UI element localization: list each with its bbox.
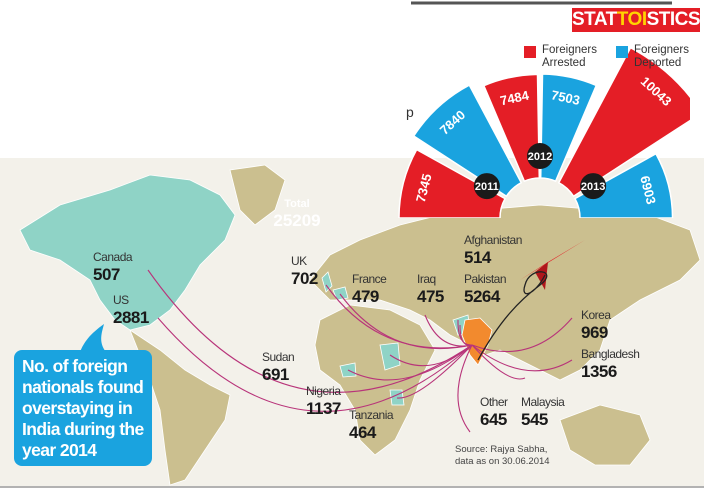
arc-tanzania	[396, 344, 473, 399]
arc-us	[157, 317, 473, 412]
country-name: Canada	[93, 250, 133, 264]
total-value: 25209	[273, 211, 321, 230]
bar-2012-deported	[539, 73, 598, 183]
legend-label-deported: Foreigners Deported	[634, 44, 689, 69]
cropped-text: p	[406, 104, 414, 120]
country-value: 5264	[464, 287, 500, 306]
country-label-bangladesh: Bangladesh 1356	[581, 347, 640, 381]
country-name: Bangladesh	[581, 347, 640, 361]
arc-pakistan	[459, 324, 473, 346]
country-label-canada: Canada 507	[93, 250, 133, 284]
country-value: 545	[521, 410, 548, 429]
arc-iraq	[424, 314, 473, 347]
country-label-pakistan: Pakistan 5264	[464, 272, 507, 306]
uk-shape	[321, 271, 333, 293]
statoistics-logo: STATTOISTICS	[572, 8, 701, 32]
country-value: 514	[464, 248, 491, 267]
bar-value-label: 7345	[413, 172, 435, 204]
country-name: UK	[291, 254, 307, 268]
country-label-iraq: Iraq 475	[417, 273, 444, 305]
arc-other	[457, 344, 473, 433]
country-value: 645	[480, 410, 507, 429]
year-label: 2011	[475, 181, 499, 193]
year-badge	[527, 143, 553, 169]
year-label: 2012	[528, 151, 552, 163]
north-america	[19, 174, 236, 331]
year-badge	[473, 173, 500, 200]
country-name: Afghanistan	[464, 233, 522, 247]
country-label-sudan: Sudan 691	[262, 350, 295, 384]
source-note: Source: Rajya Sabha, data as on 30.06.20…	[455, 444, 550, 468]
callout-pointer	[80, 324, 106, 352]
country-label-tanzania: Tanzania 464	[349, 408, 394, 442]
country-name: Iraq	[417, 272, 436, 286]
bar-value-label: 7484	[499, 87, 531, 108]
bar-value-label: 6903	[637, 174, 659, 206]
arc-malaysia	[471, 344, 526, 380]
country-value: 691	[262, 365, 289, 384]
total-label: Total	[284, 198, 310, 210]
year-badge	[580, 173, 607, 200]
arc-bangladesh	[471, 344, 573, 372]
country-value: 702	[291, 269, 318, 288]
country-value: 2881	[113, 308, 149, 327]
bar-value-label: 7503	[550, 87, 581, 108]
country-name: Sudan	[262, 350, 295, 364]
country-name: France	[352, 272, 387, 286]
country-label-afghanistan: Afghanistan 514	[464, 234, 522, 266]
country-value: 475	[417, 287, 444, 306]
source-line-2: data as on 30.06.2014	[455, 456, 550, 467]
country-name: Other	[480, 395, 508, 409]
legend-label-arrested: Foreigners Arrested	[542, 44, 597, 69]
country-name: US	[113, 293, 129, 307]
country-label-other: Other 645	[480, 396, 508, 428]
country-value: 1137	[306, 399, 341, 418]
arc-nigeria	[347, 344, 473, 381]
country-name: Pakistan	[464, 272, 507, 286]
country-label-malaysia: Malaysia 545	[521, 395, 565, 429]
country-name: Korea	[581, 308, 611, 322]
legend-swatch-deported	[616, 46, 628, 58]
bar-2012-arrested	[482, 73, 541, 183]
country-label-us: US 2881	[113, 294, 149, 326]
total-badge: Total 25209	[268, 190, 326, 240]
callout-text: No. of foreign nationals found overstayi…	[22, 356, 144, 460]
country-label-nigeria: Nigeria 1137	[306, 385, 341, 417]
greenland	[229, 164, 286, 226]
arc-uk	[325, 284, 473, 349]
country-value: 1356	[581, 362, 617, 381]
country-value: 479	[352, 287, 379, 306]
australia	[559, 404, 651, 466]
bar-2013-arrested	[557, 46, 690, 198]
country-value: 507	[93, 265, 120, 284]
country-name: Malaysia	[521, 395, 565, 409]
country-value: 464	[349, 423, 376, 442]
country-label-france: France 479	[352, 272, 387, 306]
bar-2011-arrested	[398, 148, 507, 218]
sudan-shape	[379, 342, 401, 371]
country-value: 969	[581, 323, 608, 342]
paper-plane-icon	[477, 240, 585, 361]
bar-2011-deported	[412, 84, 523, 198]
arc-france	[339, 293, 473, 350]
callout-box: No. of foreign nationals found overstayi…	[14, 324, 152, 466]
bar-2013-deported	[573, 152, 674, 218]
country-label-korea: Korea 969	[581, 309, 611, 341]
country-name: Tanzania	[349, 408, 394, 422]
country-name: Nigeria	[306, 384, 341, 398]
india-shape	[461, 317, 493, 366]
year-label: 2013	[581, 181, 605, 193]
arc-canada	[147, 269, 473, 393]
source-line-1: Source: Rajya Sabha,	[455, 444, 548, 455]
africa	[314, 304, 436, 456]
country-label-uk: UK 702	[291, 255, 318, 287]
legend-swatch-arrested	[524, 46, 536, 58]
